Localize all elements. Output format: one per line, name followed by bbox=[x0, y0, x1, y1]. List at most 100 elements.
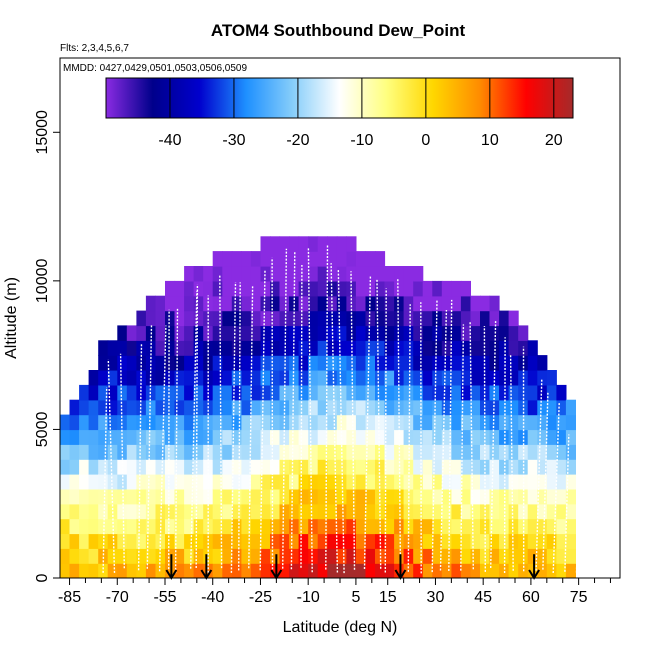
heat-cell bbox=[60, 474, 71, 490]
heat-cell bbox=[422, 429, 433, 445]
heat-cell bbox=[231, 533, 242, 549]
heat-cell bbox=[69, 459, 80, 475]
heat-cell bbox=[422, 563, 433, 578]
flight-track bbox=[337, 268, 345, 574]
heat-cell bbox=[565, 503, 576, 520]
heat-cell bbox=[136, 474, 147, 490]
heat-cell bbox=[470, 474, 481, 490]
heat-cell bbox=[250, 414, 261, 431]
heat-cell bbox=[289, 251, 300, 267]
heat-cell bbox=[556, 563, 567, 578]
heat-cell bbox=[317, 310, 328, 327]
heat-cell bbox=[308, 563, 319, 578]
heat-cell bbox=[298, 503, 309, 520]
heat-cell bbox=[460, 399, 471, 416]
heat-cell bbox=[394, 325, 405, 341]
heat-cell bbox=[489, 503, 500, 520]
heat-cell bbox=[250, 280, 261, 297]
heat-cell bbox=[432, 444, 443, 460]
heat-cell bbox=[145, 355, 156, 371]
heat-cell bbox=[355, 295, 366, 312]
heat-cell bbox=[126, 444, 137, 460]
heat-cell bbox=[298, 474, 309, 490]
heat-cell bbox=[432, 280, 443, 297]
heat-cell bbox=[489, 533, 500, 549]
heat-cell bbox=[165, 488, 176, 505]
heat-cell bbox=[174, 295, 185, 312]
chart-title: ATOM4 Southbound Dew_Point bbox=[211, 21, 466, 40]
heat-cell bbox=[556, 488, 567, 505]
heat-cell bbox=[470, 429, 481, 445]
heat-cell bbox=[375, 340, 386, 356]
heat-cell bbox=[88, 459, 99, 475]
heat-cell bbox=[556, 533, 567, 549]
flight-track bbox=[575, 444, 581, 573]
heat-cell bbox=[460, 503, 471, 520]
heat-cell bbox=[88, 518, 99, 535]
heat-cell bbox=[365, 548, 376, 564]
heat-cell bbox=[298, 459, 309, 475]
heat-cell bbox=[79, 459, 90, 475]
heat-cell bbox=[527, 503, 538, 520]
heat-cell bbox=[212, 533, 223, 549]
heat-cell bbox=[222, 548, 233, 564]
heat-cell bbox=[279, 325, 290, 341]
heat-cell bbox=[117, 518, 128, 535]
x-tick-label: -55 bbox=[153, 589, 176, 606]
heat-cell bbox=[317, 429, 328, 445]
heat-cell bbox=[308, 340, 319, 356]
heat-cell bbox=[470, 310, 481, 327]
heat-cell bbox=[270, 518, 281, 535]
heat-cell bbox=[441, 384, 452, 401]
heat-cell bbox=[308, 355, 319, 371]
heat-cell bbox=[413, 563, 424, 578]
heat-cell bbox=[375, 488, 386, 505]
heat-cell bbox=[136, 533, 147, 549]
heat-cell bbox=[174, 533, 185, 549]
heat-cell bbox=[403, 384, 414, 401]
heat-cell bbox=[174, 474, 185, 490]
heat-cell bbox=[298, 429, 309, 445]
heat-cell bbox=[165, 399, 176, 416]
x-tick-label: 30 bbox=[427, 589, 445, 606]
heat-cell bbox=[279, 236, 290, 252]
heat-cell bbox=[241, 459, 252, 475]
heat-cell bbox=[317, 518, 328, 535]
heat-cell bbox=[556, 384, 567, 401]
heat-cell bbox=[155, 399, 166, 416]
heat-cell bbox=[336, 518, 347, 535]
heat-cell bbox=[279, 355, 290, 371]
heat-cell bbox=[518, 518, 529, 535]
heat-cell bbox=[336, 503, 347, 520]
heat-cell bbox=[165, 370, 176, 386]
flight-track bbox=[350, 271, 356, 570]
heat-cell bbox=[508, 399, 519, 416]
heat-cell bbox=[413, 488, 424, 505]
heat-cell bbox=[98, 355, 109, 371]
heat-cell bbox=[136, 548, 147, 564]
heat-cell bbox=[308, 399, 319, 416]
heat-cell bbox=[336, 444, 347, 460]
heat-cell bbox=[222, 444, 233, 460]
heat-cell bbox=[346, 370, 357, 386]
heat-cell bbox=[527, 548, 538, 564]
heat-cell bbox=[79, 563, 90, 578]
heat-cell bbox=[174, 370, 185, 386]
heat-cell bbox=[250, 325, 261, 341]
heat-cell bbox=[231, 414, 242, 431]
heat-cell bbox=[260, 266, 271, 282]
heat-cell bbox=[384, 533, 395, 549]
heat-cell bbox=[270, 295, 281, 312]
heat-cell bbox=[480, 533, 491, 549]
heat-cell bbox=[355, 251, 366, 267]
heat-cell bbox=[279, 266, 290, 282]
colorbar-tick-label: 0 bbox=[421, 132, 430, 149]
heat-cell bbox=[327, 414, 338, 431]
heat-cell bbox=[88, 503, 99, 520]
heat-cell bbox=[250, 370, 261, 386]
heat-cell bbox=[527, 429, 538, 445]
heat-cell bbox=[432, 503, 443, 520]
heat-cell bbox=[413, 533, 424, 549]
flight-track bbox=[439, 309, 448, 571]
heat-cell bbox=[336, 251, 347, 267]
